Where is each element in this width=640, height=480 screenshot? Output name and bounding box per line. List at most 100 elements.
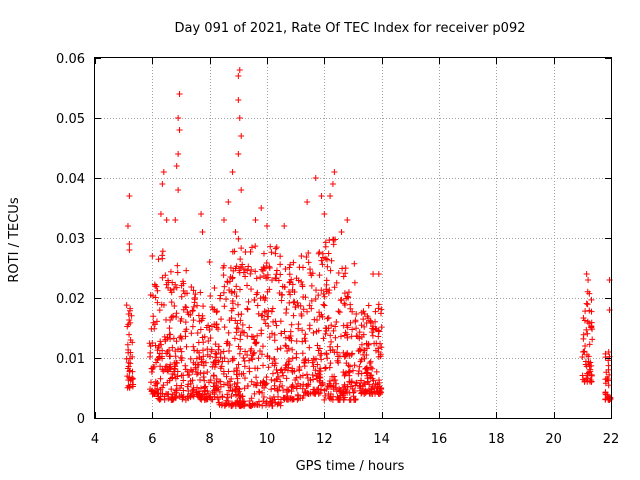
data-point <box>333 279 340 286</box>
data-point <box>353 325 360 332</box>
data-point <box>242 273 249 280</box>
data-point <box>221 324 228 331</box>
data-point <box>241 402 248 409</box>
data-point <box>339 391 346 398</box>
data-point <box>250 333 257 340</box>
data-point <box>201 377 208 384</box>
data-point <box>244 305 251 312</box>
data-point <box>248 244 255 251</box>
data-point <box>287 261 294 268</box>
data-point <box>210 372 217 379</box>
data-point <box>350 393 357 400</box>
data-point <box>253 291 260 298</box>
data-point <box>255 388 262 395</box>
data-point <box>162 336 169 343</box>
data-point <box>321 302 328 309</box>
data-point <box>272 399 279 406</box>
data-point <box>315 292 322 299</box>
axis-ticks <box>95 58 612 419</box>
data-point <box>322 392 329 399</box>
data-point <box>586 363 593 370</box>
data-point <box>237 256 244 263</box>
data-point <box>159 274 166 281</box>
data-point <box>272 250 279 257</box>
data-point <box>152 378 159 385</box>
data-point <box>238 187 245 193</box>
data-point <box>154 299 161 306</box>
data-point <box>277 399 284 406</box>
x-tick-label: 6 <box>148 432 156 447</box>
data-point <box>248 266 255 273</box>
data-point <box>358 377 365 384</box>
data-point <box>183 343 190 350</box>
data-point <box>588 308 595 315</box>
data-point <box>230 305 237 312</box>
data-point <box>268 386 275 393</box>
data-point <box>286 299 293 306</box>
data-point <box>347 319 354 326</box>
data-point <box>310 363 317 370</box>
data-point <box>343 369 350 376</box>
data-point <box>345 294 352 301</box>
data-point <box>333 318 340 325</box>
data-point <box>254 302 261 309</box>
y-tick-label: 0.01 <box>56 352 85 367</box>
data-point <box>340 273 347 280</box>
data-point <box>252 217 259 223</box>
data-point <box>321 293 328 300</box>
data-point <box>166 377 173 384</box>
data-point <box>332 323 339 330</box>
data-point <box>274 346 281 353</box>
data-point <box>357 387 364 394</box>
data-point <box>190 343 197 350</box>
x-tick-labels: 4 6 8 10 12 14 16 18 20 22 <box>91 432 619 447</box>
data-point <box>229 274 236 281</box>
data-point <box>236 115 243 121</box>
data-point <box>330 386 337 393</box>
data-point <box>356 382 363 389</box>
data-point <box>320 290 327 297</box>
data-point <box>327 267 334 274</box>
data-point <box>159 248 166 255</box>
data-point <box>168 386 175 393</box>
data-point <box>173 338 180 345</box>
data-point <box>331 169 338 175</box>
data-point <box>328 396 335 403</box>
data-point <box>193 389 200 396</box>
data-point <box>344 383 351 390</box>
data-point <box>163 350 170 357</box>
data-point <box>234 301 241 308</box>
data-point <box>269 305 276 312</box>
data-point <box>223 373 230 380</box>
data-point <box>334 343 341 350</box>
data-point <box>262 320 269 327</box>
data-point <box>184 309 191 316</box>
data-point <box>194 302 201 309</box>
data-point <box>212 350 219 357</box>
data-point <box>329 181 336 187</box>
data-point <box>315 390 322 397</box>
data-point <box>370 377 377 384</box>
data-point <box>272 275 279 282</box>
data-point <box>191 347 198 354</box>
data-point <box>602 396 609 403</box>
data-point <box>126 247 133 253</box>
data-point <box>364 366 371 373</box>
data-point <box>254 332 261 339</box>
data-point <box>275 277 282 284</box>
data-point <box>187 394 194 401</box>
data-point <box>180 287 187 294</box>
data-point <box>251 339 258 346</box>
data-point <box>240 269 247 276</box>
data-point <box>264 223 270 229</box>
data-point <box>226 317 233 324</box>
data-point <box>362 381 369 388</box>
data-point <box>255 355 262 362</box>
data-point <box>377 340 384 347</box>
data-point <box>190 359 197 366</box>
data-point <box>328 322 335 329</box>
data-point <box>123 355 130 362</box>
data-point <box>318 193 325 199</box>
data-point <box>153 318 160 325</box>
data-point <box>197 289 204 296</box>
